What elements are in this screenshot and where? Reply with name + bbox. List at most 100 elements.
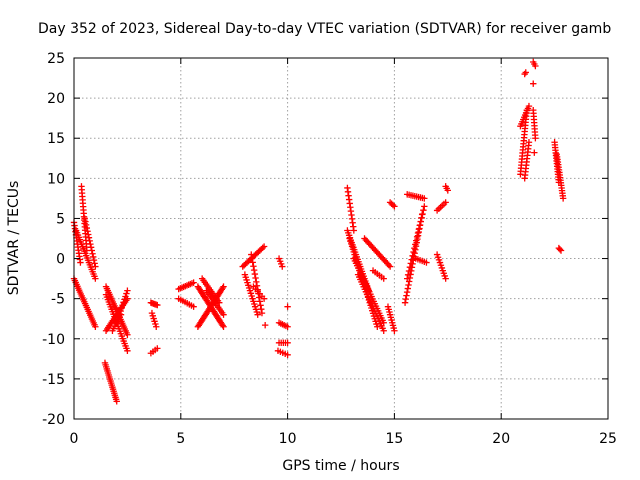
- data-point: [525, 139, 533, 146]
- plot-frame: [73, 57, 609, 420]
- y-tick-label: -10: [42, 332, 65, 348]
- y-axis-label: SDTVAR / TECUs: [6, 181, 22, 296]
- data-points: [70, 58, 567, 405]
- y-tick-label: 10: [47, 171, 65, 187]
- data-point: [386, 263, 394, 270]
- grid-lines: [74, 58, 608, 419]
- y-tick-label: -20: [42, 412, 65, 428]
- data-point: [190, 303, 197, 310]
- data-point: [87, 240, 94, 248]
- data-point: [532, 135, 539, 142]
- data-point: [421, 195, 428, 202]
- data-point: [411, 245, 418, 252]
- data-point: [220, 283, 227, 290]
- data-point: [83, 224, 91, 232]
- data-point: [374, 323, 381, 330]
- data-point: [256, 298, 264, 305]
- data-point: [91, 260, 98, 267]
- data-point: [253, 282, 261, 289]
- data-point: [114, 316, 121, 324]
- data-point: [124, 347, 131, 355]
- data-point: [153, 323, 160, 330]
- x-tick-labels: 0 5 10 15 20 25: [70, 431, 617, 447]
- data-point: [419, 210, 426, 218]
- data-point: [87, 244, 95, 251]
- data-point: [123, 290, 130, 297]
- data-point: [116, 310, 123, 318]
- data-point: [118, 304, 125, 312]
- data-point: [261, 321, 269, 329]
- data-point: [385, 261, 392, 269]
- data-point: [350, 227, 358, 234]
- data-point: [220, 311, 227, 318]
- data-point: [403, 288, 411, 296]
- data-point: [404, 285, 412, 292]
- data-point: [420, 207, 427, 214]
- data-point: [255, 294, 263, 301]
- data-point: [85, 231, 92, 238]
- x-axis-label: GPS time / hours: [282, 458, 399, 474]
- data-point: [85, 234, 93, 241]
- data-point: [413, 237, 420, 244]
- data-point: [380, 275, 387, 282]
- data-point: [84, 228, 91, 235]
- data-point: [406, 264, 414, 271]
- y-tick-label: -5: [51, 292, 65, 308]
- data-point: [249, 259, 256, 266]
- data-point: [530, 80, 537, 87]
- data-point: [391, 203, 398, 210]
- data-point: [410, 248, 417, 256]
- data-point: [284, 351, 291, 359]
- y-tick-label: 20: [47, 91, 65, 107]
- data-point: [124, 287, 131, 294]
- data-point: [82, 218, 89, 225]
- data-point: [414, 229, 422, 237]
- data-point: [416, 222, 424, 229]
- data-point: [154, 345, 161, 352]
- data-point: [284, 339, 291, 346]
- data-point: [77, 259, 84, 266]
- data-point: [259, 244, 266, 252]
- data-point: [124, 331, 131, 338]
- data-point: [525, 102, 533, 110]
- data-point: [423, 259, 430, 266]
- data-point: [248, 251, 255, 258]
- data-point: [120, 299, 127, 306]
- data-point: [257, 302, 264, 309]
- data-point: [81, 215, 88, 222]
- axis-ticks: [73, 57, 609, 420]
- data-point: [258, 309, 266, 317]
- data-point: [279, 263, 286, 270]
- data-point: [121, 296, 128, 303]
- data-point: [284, 303, 291, 310]
- data-point: [405, 281, 412, 289]
- data-point: [380, 327, 387, 334]
- data-point: [531, 149, 538, 156]
- data-point: [258, 306, 265, 313]
- data-point: [412, 241, 419, 248]
- data-point: [260, 243, 268, 250]
- data-point: [253, 278, 260, 286]
- data-point: [522, 69, 529, 76]
- y-tick-label: 5: [56, 211, 65, 227]
- y-tick-labels: -20 -15 -10 -5 0 5 10 15 20 25: [42, 51, 65, 428]
- data-point: [82, 221, 90, 229]
- data-point: [421, 203, 428, 210]
- y-tick-label: -15: [42, 372, 65, 388]
- data-point: [415, 226, 423, 233]
- x-tick-label: 5: [176, 431, 185, 447]
- data-point: [89, 250, 96, 257]
- x-tick-label: 25: [599, 431, 617, 447]
- x-tick-label: 15: [385, 431, 403, 447]
- data-point: [417, 218, 424, 225]
- data-point: [444, 187, 451, 194]
- x-tick-label: 0: [70, 431, 79, 447]
- data-point: [250, 266, 258, 274]
- data-point: [190, 279, 197, 286]
- data-point: [154, 301, 161, 309]
- data-point: [557, 247, 565, 254]
- data-point: [119, 302, 126, 309]
- data-point: [92, 323, 99, 330]
- chart-title: Day 352 of 2023, Sidereal Day-to-day VTE…: [38, 21, 611, 37]
- data-point: [92, 263, 99, 270]
